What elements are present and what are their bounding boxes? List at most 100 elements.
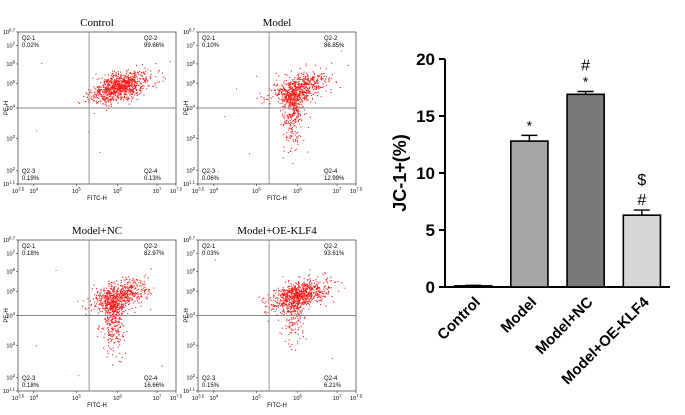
event-dot [328,80,330,82]
event-dot [112,86,114,88]
event-dot [303,87,305,89]
event-dot [307,294,309,296]
event-dot [311,295,313,297]
event-dot [111,328,113,330]
event-dot [138,288,140,290]
event-dot [293,310,295,312]
event-dot [124,86,126,88]
event-dot [97,298,99,300]
event-dot [284,93,286,95]
event-dot [113,298,115,300]
event-dot [107,83,109,85]
event-dot [96,301,98,303]
event-dot [113,300,115,302]
event-dot [132,285,134,287]
event-dot [282,297,284,299]
event-dot [286,307,288,309]
event-dot [109,307,111,309]
event-dot [306,91,308,93]
event-dot [286,303,288,305]
event-dot [299,294,301,296]
event-dot [95,73,97,75]
event-dot [123,78,125,80]
event-dot [304,284,306,286]
event-dot [284,94,286,96]
event-dot [218,171,220,173]
event-dot [310,78,312,80]
event-dot [103,84,105,86]
event-dot [299,287,301,289]
event-dot [133,74,135,76]
event-dot [308,299,310,301]
event-dot [285,289,287,291]
event-dot [108,86,110,88]
event-dot [297,97,299,99]
event-dot [105,98,107,100]
event-dot [117,82,119,84]
event-dot [288,94,290,96]
event-dot [266,306,268,308]
event-dot [105,319,107,321]
event-dot [125,74,127,76]
event-dot [281,303,283,305]
event-dot [109,88,111,90]
event-dot [123,297,125,299]
event-dot [291,127,293,129]
event-dot [294,120,296,122]
event-dot [115,85,117,87]
event-dot [293,110,295,112]
event-dot [308,79,310,81]
event-dot [297,293,299,295]
event-dot [114,319,116,321]
event-dot [290,128,292,130]
event-dot [111,298,113,300]
event-dot [300,294,302,296]
event-dot [274,305,276,307]
event-dot [286,308,288,310]
event-dot [289,307,291,309]
event-dot [284,296,286,298]
event-dot [305,85,307,87]
event-dot [309,92,311,94]
event-dot [156,81,158,83]
event-dot [307,91,309,93]
event-dot [294,106,296,108]
event-dot [297,95,299,97]
event-dot [294,102,296,104]
event-dot [290,93,292,95]
event-dot [284,96,286,98]
event-dot [283,146,285,148]
event-dot [297,78,299,80]
quadrant-label: Q2-3 [22,169,36,175]
event-dot [106,296,108,298]
event-dot [110,340,112,342]
event-dot [291,97,293,99]
event-dot [311,98,313,100]
event-dot [302,296,304,298]
event-dot [134,94,136,96]
y-tick-label: 105 [186,287,195,296]
event-dot [128,98,130,100]
event-dot [143,291,145,293]
event-dot [121,308,123,310]
event-dot [112,350,114,352]
y-tick-label: 101.1 [183,387,196,396]
event-dot [293,102,295,104]
event-dot [123,79,125,81]
event-dot [126,85,128,87]
event-dot [108,83,110,85]
event-dot [134,83,136,85]
event-dot [323,73,325,75]
event-dot [150,74,152,76]
event-dot [319,300,321,302]
event-dot [310,298,312,300]
event-dot [110,93,112,95]
event-dot [122,87,124,89]
event-dot [128,86,130,88]
event-dot [289,326,291,328]
event-dot [285,312,287,314]
event-dot [315,285,317,287]
event-dot [111,299,113,301]
event-dot [315,293,317,295]
event-dot [287,101,289,103]
